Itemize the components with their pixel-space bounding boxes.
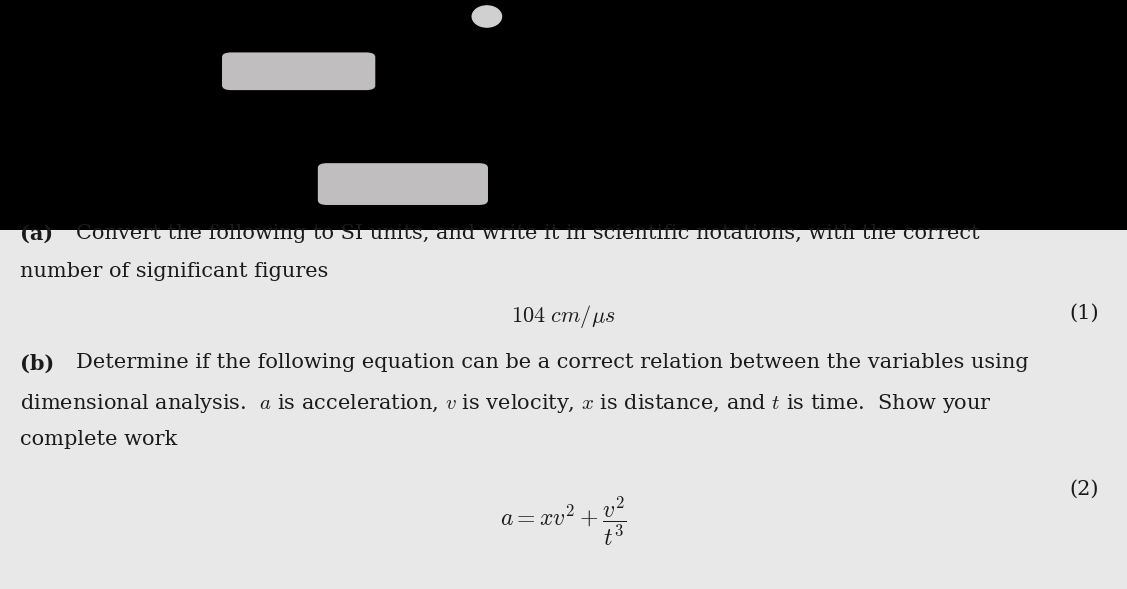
Text: number of significant figures: number of significant figures: [20, 262, 329, 281]
Text: Convert the following to SI units, and write it in scientific notations, with th: Convert the following to SI units, and w…: [76, 224, 979, 243]
Bar: [0, 0, 1127, 230]
Text: dimensional analysis.  $a$ is acceleration, $v$ is velocity, $x$ is distance, an: dimensional analysis. $a$ is acceleratio…: [20, 392, 992, 415]
Text: (a): (a): [20, 224, 53, 244]
Text: (2): (2): [1070, 480, 1099, 499]
Text: $a = xv^2 + \dfrac{v^2}{t^3}$: $a = xv^2 + \dfrac{v^2}{t^3}$: [500, 495, 627, 548]
Text: (b): (b): [20, 353, 54, 373]
Text: Determine if the following equation can be a correct relation between the variab: Determine if the following equation can …: [76, 353, 1028, 372]
Text: complete work: complete work: [20, 430, 178, 449]
Ellipse shape: [472, 6, 502, 27]
Text: $104\ cm/\mu s$: $104\ cm/\mu s$: [512, 303, 615, 330]
Text: (1): (1): [1070, 303, 1099, 322]
FancyBboxPatch shape: [318, 163, 488, 205]
FancyBboxPatch shape: [222, 52, 375, 90]
